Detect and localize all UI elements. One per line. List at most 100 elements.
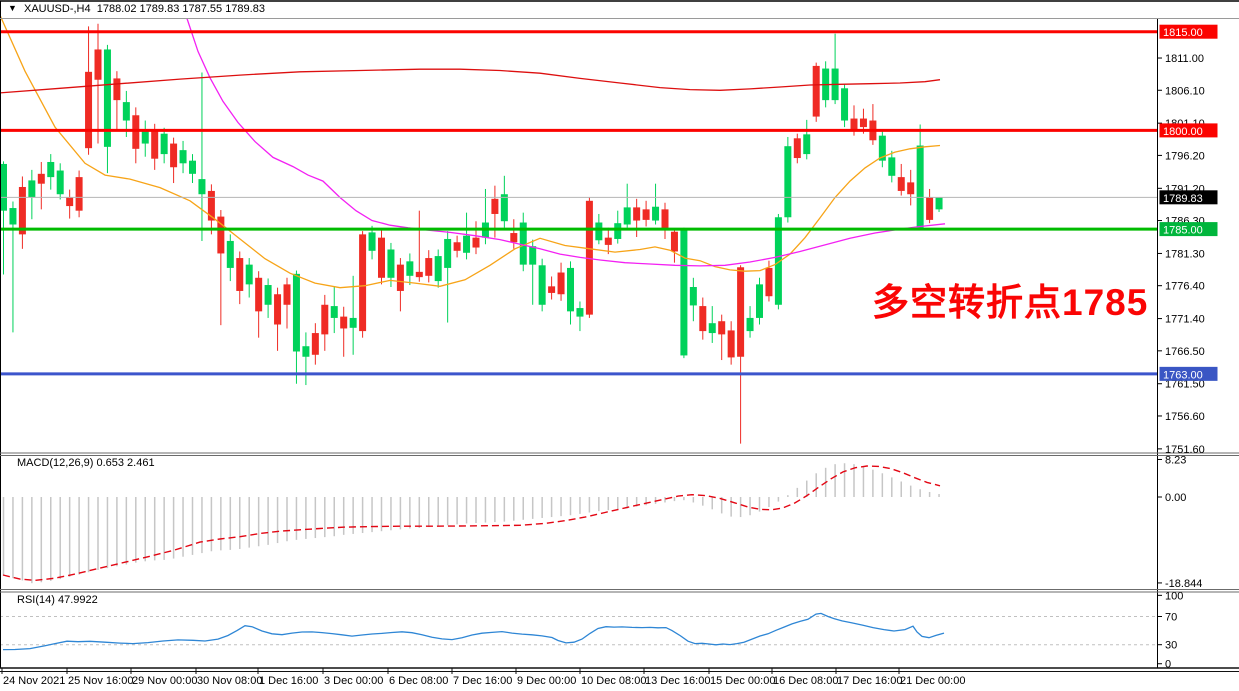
candle-body [585,200,593,315]
candle-body [737,267,745,357]
candle-body [746,317,754,332]
candle-body [718,321,726,335]
macd-axis-label: 8.23 [1165,454,1186,466]
candle-body [623,207,631,225]
candle-body [311,333,319,355]
candle-body [236,258,244,291]
candle-body [595,222,603,241]
time-axis-label: 21 Dec 00:00 [900,675,965,687]
candle-body [18,186,26,235]
candle-body [179,150,187,164]
rsi-axis-label: 70 [1165,612,1177,624]
candle-body [529,246,537,265]
candle-body [652,206,660,221]
candle-body [207,190,215,221]
candle-body [727,330,735,358]
time-axis-label: 16 Dec 08:00 [773,675,838,687]
price-axis-label: 1811.00 [1165,53,1204,65]
time-axis-label: 25 Nov 16:00 [68,675,133,687]
candle-body [859,118,867,128]
candle-body [576,308,584,317]
candle-body [633,207,641,221]
candle-body [614,223,622,239]
rsi-axis-label: 100 [1165,590,1183,602]
candle-body [75,177,83,211]
candle-body [170,143,178,168]
rsi-line [2,612,945,651]
candle-body [793,138,801,159]
time-axis-label: 9 Dec 00:00 [517,675,576,687]
candle-body [765,267,773,297]
candle-body [680,230,688,356]
candle-body [321,304,329,335]
candle-body [699,306,707,332]
candle-body [519,222,527,265]
candle-body [907,182,915,195]
candle-body [689,287,697,306]
candle-body [122,102,130,121]
candle-body [548,286,556,293]
rsi-axis-label: 30 [1165,640,1177,652]
candle-body [56,170,64,195]
candle-body [756,284,763,318]
price-badge [1159,24,1218,39]
rsi-axis-label: 0 [1165,659,1171,671]
price-axis-label: 1806.10 [1165,85,1205,97]
time-axis-label: 10 Dec 08:00 [581,675,646,687]
time-axis-label: 15 Dec 00:00 [710,675,775,687]
candle-body [897,177,905,191]
macd-axis-label: -18.844 [1165,578,1202,590]
price-axis-label: 1761.50 [1165,379,1205,391]
candle-body [841,88,849,121]
candle-body [274,294,282,325]
macd-signal-line [2,465,941,582]
candle-body [415,271,423,278]
candle-body [132,115,140,149]
candle-body [330,306,338,318]
candle-body [396,264,404,291]
candle-body [642,209,650,220]
ma-slow-red [0,68,941,94]
candle-body [661,209,669,230]
price-badge-label: 1785.00 [1163,225,1203,237]
candle-body [141,129,149,144]
candle-body [850,118,858,131]
ma-mid-magenta [186,18,946,267]
candle-body [784,146,792,218]
macd-indicator-label: MACD(12,26,9) 0.653 2.461 [17,457,155,469]
candle-body [198,179,206,195]
time-axis-label: 30 Nov 08:00 [197,675,262,687]
candle-body [189,160,196,174]
candle-body [812,65,820,117]
candle-body [444,238,452,268]
candle-body [916,145,924,228]
candle-body [28,180,36,198]
candle-body [878,135,886,161]
candle-body [567,267,574,312]
time-axis-label: 3 Dec 00:00 [324,675,383,687]
candle-body [935,197,943,210]
candle-body [264,285,272,305]
candle-body [37,173,45,184]
price-badge [1159,222,1218,237]
price-axis-label: 1756.60 [1165,411,1205,423]
price-badge-label: 1800.00 [1163,126,1203,138]
ma-fast-orange [0,15,941,289]
candle-body [85,71,93,149]
candle-body [463,235,471,253]
candle-body [359,234,367,332]
macd-axis-label: 0.00 [1165,492,1186,504]
candle-body [9,208,17,225]
candle-body [113,78,121,101]
candle-body [283,284,291,305]
price-axis-label: 1751.60 [1165,444,1205,456]
candle-body [926,197,934,220]
candle-body [151,130,159,159]
candle-body [94,49,102,80]
candle-body [670,231,678,252]
price-badge-label: 1789.83 [1163,193,1203,205]
candle-body [255,277,263,312]
rsi-indicator-label: RSI(14) 47.9922 [17,594,98,606]
